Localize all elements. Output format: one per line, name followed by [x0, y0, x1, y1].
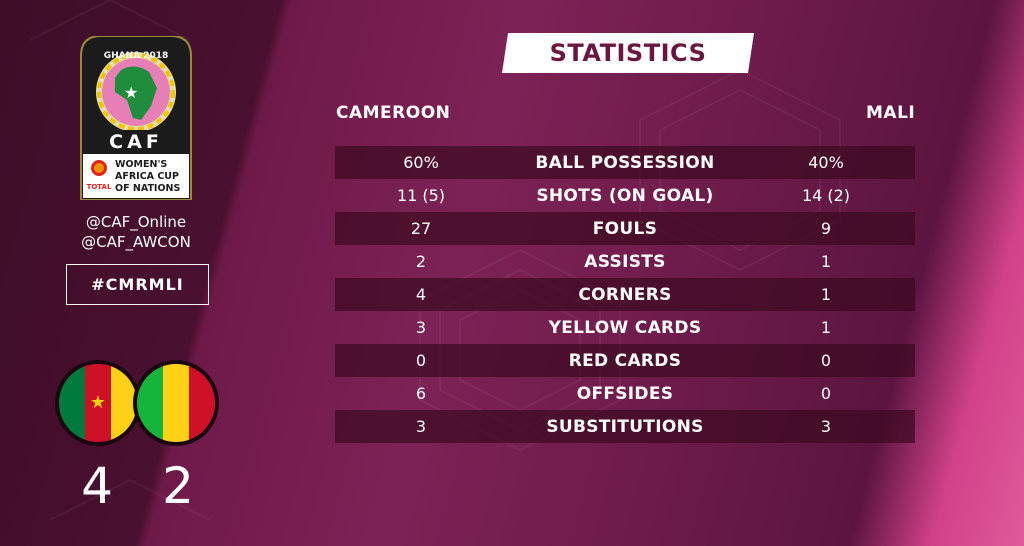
- svg-text:WOMEN'S: WOMEN'S: [115, 159, 167, 170]
- cameroon-flag-icon: ★: [55, 360, 141, 446]
- caf-awcon-logo: ★ GHANA 2018 CAF TOTAL WOMEN'S AFRICA CU…: [75, 35, 197, 201]
- stat-label: CORNERS: [578, 284, 672, 305]
- stat-row: 6 OFFSIDES 0: [335, 377, 915, 410]
- svg-text:AFRICA CUP: AFRICA CUP: [115, 171, 179, 182]
- svg-text:TOTAL: TOTAL: [87, 183, 112, 191]
- stat-away-value: 1: [820, 285, 832, 304]
- stat-away-value: 0: [820, 384, 832, 403]
- stat-away-value: 9: [820, 219, 832, 238]
- stats-table: 60% BALL POSSESSION 40% 11 (5) SHOTS (ON…: [335, 146, 915, 443]
- stat-home-value: 4: [415, 285, 427, 304]
- social-handles: @CAF_Online @CAF_AWCON: [40, 212, 232, 252]
- statistics-title-banner: STATISTICS: [502, 33, 754, 73]
- svg-text:OF NATIONS: OF NATIONS: [115, 183, 180, 194]
- stat-home-value: 6: [415, 384, 427, 403]
- mali-flag-icon: [133, 360, 219, 446]
- stat-home-value: 0: [415, 351, 427, 370]
- stat-away-value: 40%: [808, 153, 844, 172]
- star-icon: ★: [89, 392, 107, 413]
- stat-home-value: 2: [415, 252, 427, 271]
- stat-label: ASSISTS: [584, 251, 666, 272]
- stat-label: SHOTS (ON GOAL): [536, 185, 714, 206]
- stat-label: RED CARDS: [568, 350, 682, 371]
- match-hashtag: #CMRMLI: [66, 264, 209, 305]
- stat-row: 3 SUBSTITUTIONS 3: [335, 410, 915, 443]
- handle-caf-online: @CAF_Online: [85, 213, 187, 231]
- stat-away-value: 14 (2): [801, 186, 851, 205]
- stat-row: 0 RED CARDS 0: [335, 344, 915, 377]
- handle-caf-awcon: @CAF_AWCON: [81, 233, 191, 251]
- stat-away-value: 0: [820, 351, 832, 370]
- stat-row: 2 ASSISTS 1: [335, 245, 915, 278]
- stat-row: 3 YELLOW CARDS 1: [335, 311, 915, 344]
- stat-away-value: 1: [820, 318, 832, 337]
- stat-label: YELLOW CARDS: [548, 317, 702, 338]
- stat-label: BALL POSSESSION: [535, 152, 715, 173]
- stat-home-value: 60%: [403, 153, 439, 172]
- svg-text:CAF: CAF: [109, 131, 163, 153]
- away-team-name: MALI: [866, 103, 916, 123]
- away-score: 2: [162, 457, 194, 515]
- stat-label: FOULS: [592, 218, 658, 239]
- stat-away-value: 3: [820, 417, 832, 436]
- stat-home-value: 11 (5): [396, 186, 446, 205]
- stat-row: 11 (5) SHOTS (ON GOAL) 14 (2): [335, 179, 915, 212]
- stat-away-value: 1: [820, 252, 832, 271]
- svg-text:GHANA 2018: GHANA 2018: [104, 51, 169, 61]
- stat-home-value: 3: [415, 417, 427, 436]
- stat-home-value: 3: [415, 318, 427, 337]
- stat-home-value: 27: [410, 219, 432, 238]
- stat-row: 27 FOULS 9: [335, 212, 915, 245]
- stat-row: 60% BALL POSSESSION 40%: [335, 146, 915, 179]
- statistics-title: STATISTICS: [549, 39, 707, 67]
- home-team-name: CAMEROON: [336, 103, 451, 123]
- stat-row: 4 CORNERS 1: [335, 278, 915, 311]
- stat-label: SUBSTITUTIONS: [546, 416, 704, 437]
- stat-label: OFFSIDES: [576, 383, 674, 404]
- svg-text:★: ★: [124, 83, 138, 102]
- home-score: 4: [81, 457, 113, 515]
